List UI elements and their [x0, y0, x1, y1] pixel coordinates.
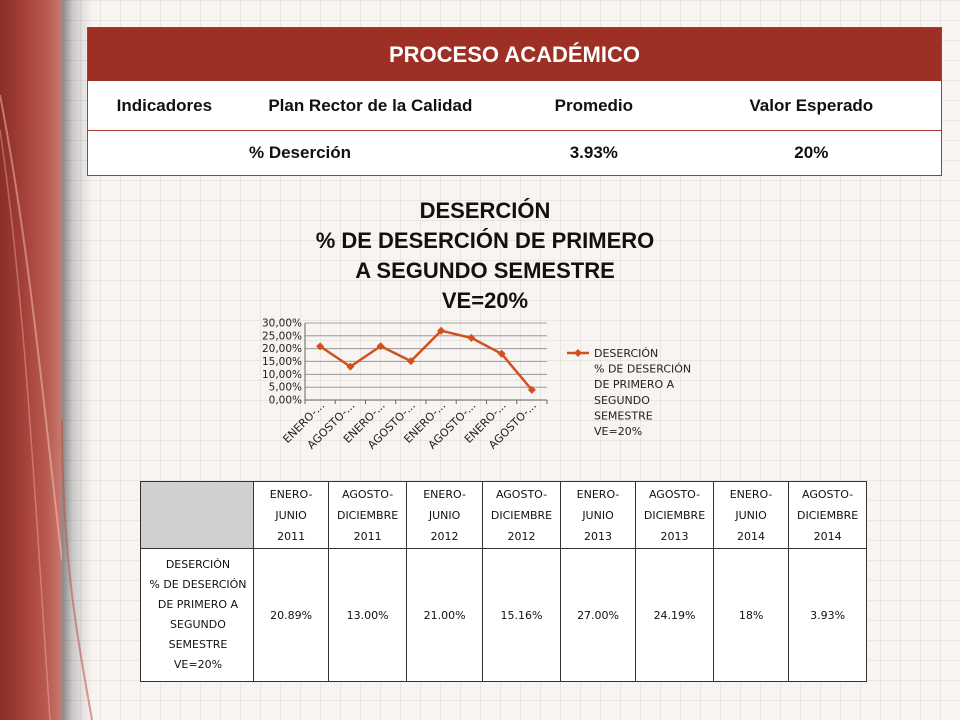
period-header-line: 2012 [430, 529, 459, 543]
data-point [437, 326, 446, 335]
legend-label-line: DESERCIÓN [594, 347, 658, 360]
period-header-cell: ENERO- JUNIO 2012 [405, 481, 484, 549]
period-header-line: AGOSTO- [342, 487, 394, 501]
period-header-line: 2014 [813, 529, 842, 543]
indicator-table: PROCESO ACADÉMICO Indicadores Plan Recto… [87, 27, 942, 176]
legend-label-line: % DE DESERCIÓN [594, 363, 691, 376]
value-cell: 3.93% [788, 548, 867, 682]
decorative-curves [0, 94, 62, 720]
value-cell: 20.89% [252, 548, 330, 682]
period-header-cell: AGOSTO- DICIEMBRE 2012 [482, 481, 561, 549]
indicator-table-header-row: Indicadores Plan Rector de la Calidad Pr… [88, 81, 941, 131]
series-label-line: SEGUNDO [170, 618, 226, 631]
period-header-line: AGOSTO- [495, 487, 548, 501]
chart-title-line: DESERCIÓN [419, 198, 551, 223]
page-title: PROCESO ACADÉMICO [88, 28, 941, 81]
period-header-line: DICIEMBRE [643, 508, 706, 522]
legend-label-line: VE=20% [594, 425, 642, 438]
data-point [316, 342, 325, 351]
period-header-line: DICIEMBRE [490, 508, 553, 522]
legend-marker [574, 349, 582, 357]
chart-title-line: % DE DESERCIÓN DE PRIMERO [315, 228, 655, 253]
cell-valor-esperado: 20% [794, 143, 829, 162]
period-header-line: ENERO- [423, 487, 466, 501]
period-header-line: 2014 [737, 529, 766, 543]
value-cell: 24.19% [635, 548, 714, 682]
value-cell: 27.00% [559, 548, 637, 682]
series-label-line: SEMESTRE [168, 638, 228, 651]
series-label-line: VE=20% [173, 658, 223, 671]
period-header-line: 2011 [353, 529, 382, 543]
period-header-cell: AGOSTO- DICIEMBRE 2011 [328, 481, 407, 549]
value-cell: 15.16% [482, 548, 561, 682]
data-point [406, 357, 415, 366]
period-header-line: 2013 [660, 529, 689, 543]
period-header-cell: AGOSTO- DICIEMBRE 2014 [788, 481, 867, 549]
legend-label-line: SEMESTRE [594, 409, 653, 422]
period-header-line: JUNIO [275, 508, 307, 522]
period-header-cell: ENERO- JUNIO 2013 [559, 481, 637, 549]
data-point [467, 333, 476, 342]
y-tick-label: 10,00% [262, 369, 302, 381]
period-header-line: DICIEMBRE [796, 508, 859, 522]
series-label-line: DESERCIÓN [165, 558, 231, 571]
period-header-line: JUNIO [582, 508, 614, 522]
series-label-cell: DESERCIÓN % DE DESERCIÓN DE PRIMERO A SEGUN… [140, 548, 254, 682]
value-cell: 13.00% [328, 548, 407, 682]
period-header-line: JUNIO [428, 508, 461, 522]
chart-title-line: VE=20% [441, 288, 529, 313]
data-point [527, 385, 536, 394]
cell-promedio: 3.93% [569, 143, 618, 162]
period-header-cell: ENERO- JUNIO 2011 [252, 481, 330, 549]
legend-label-line: DE PRIMERO A [594, 378, 675, 391]
y-tick-label: 5,00% [269, 382, 302, 394]
period-header-line: DICIEMBRE [336, 508, 399, 522]
value-cell: 21.00% [405, 548, 484, 682]
data-table: ENERO- JUNIO 2011 AGOSTO- DICIEMBRE 2011 ENERO… [140, 481, 867, 682]
series-line [319, 329, 533, 391]
data-point [346, 362, 355, 371]
col-promedio: Promedio [554, 95, 634, 115]
y-tick-label: 0,00% [269, 395, 302, 407]
period-header-line: JUNIO [735, 508, 767, 522]
chart-title: DESERCIÓN % DE DESERCIÓN DE PRIMERO A SE… [200, 196, 770, 316]
period-header-line: 2013 [584, 529, 613, 543]
data-point [376, 342, 385, 351]
data-point [497, 349, 506, 358]
chart-title-line: A SEGUNDO SEMESTRE [355, 258, 615, 283]
y-tick-label: 15,00% [262, 356, 302, 368]
cell-indicator: % Deserción [248, 143, 352, 162]
col-valor-esperado: Valor Esperado [749, 95, 874, 115]
col-plan-rector: Plan Rector de la Calidad [268, 95, 473, 115]
data-table-header-row: ENERO- JUNIO 2011 AGOSTO- DICIEMBRE 2011 ENERO… [140, 481, 867, 549]
table-corner-cell [140, 481, 254, 549]
series-label-line: % DE DESERCIÓN [149, 578, 247, 591]
data-table-row: DESERCIÓN % DE DESERCIÓN DE PRIMERO A SEGUN… [140, 548, 867, 682]
indicator-table-row: % Deserción 3.93% 20% [88, 131, 941, 175]
y-tick-label: 20,00% [262, 343, 302, 355]
period-header-line: 2012 [507, 529, 536, 543]
legend-label-line: SEGUNDO [594, 394, 650, 407]
period-header-cell: AGOSTO- DICIEMBRE 2013 [635, 481, 714, 549]
period-header-line: AGOSTO- [802, 487, 854, 501]
period-header-line: AGOSTO- [648, 487, 701, 501]
y-tick-label: 30,00% [262, 318, 302, 330]
series-label-line: DE PRIMERO A [157, 598, 239, 611]
period-header-cell: ENERO- JUNIO 2014 [712, 481, 790, 549]
y-tick-label: 25,00% [262, 330, 302, 342]
period-header-line: ENERO- [729, 487, 773, 501]
col-indicadores: Indicadores [116, 95, 213, 115]
period-header-line: 2011 [277, 529, 306, 543]
decorative-left-band [0, 0, 62, 720]
value-cell: 18% [712, 548, 790, 682]
period-header-line: ENERO- [576, 487, 620, 501]
period-header-line: ENERO- [269, 487, 313, 501]
